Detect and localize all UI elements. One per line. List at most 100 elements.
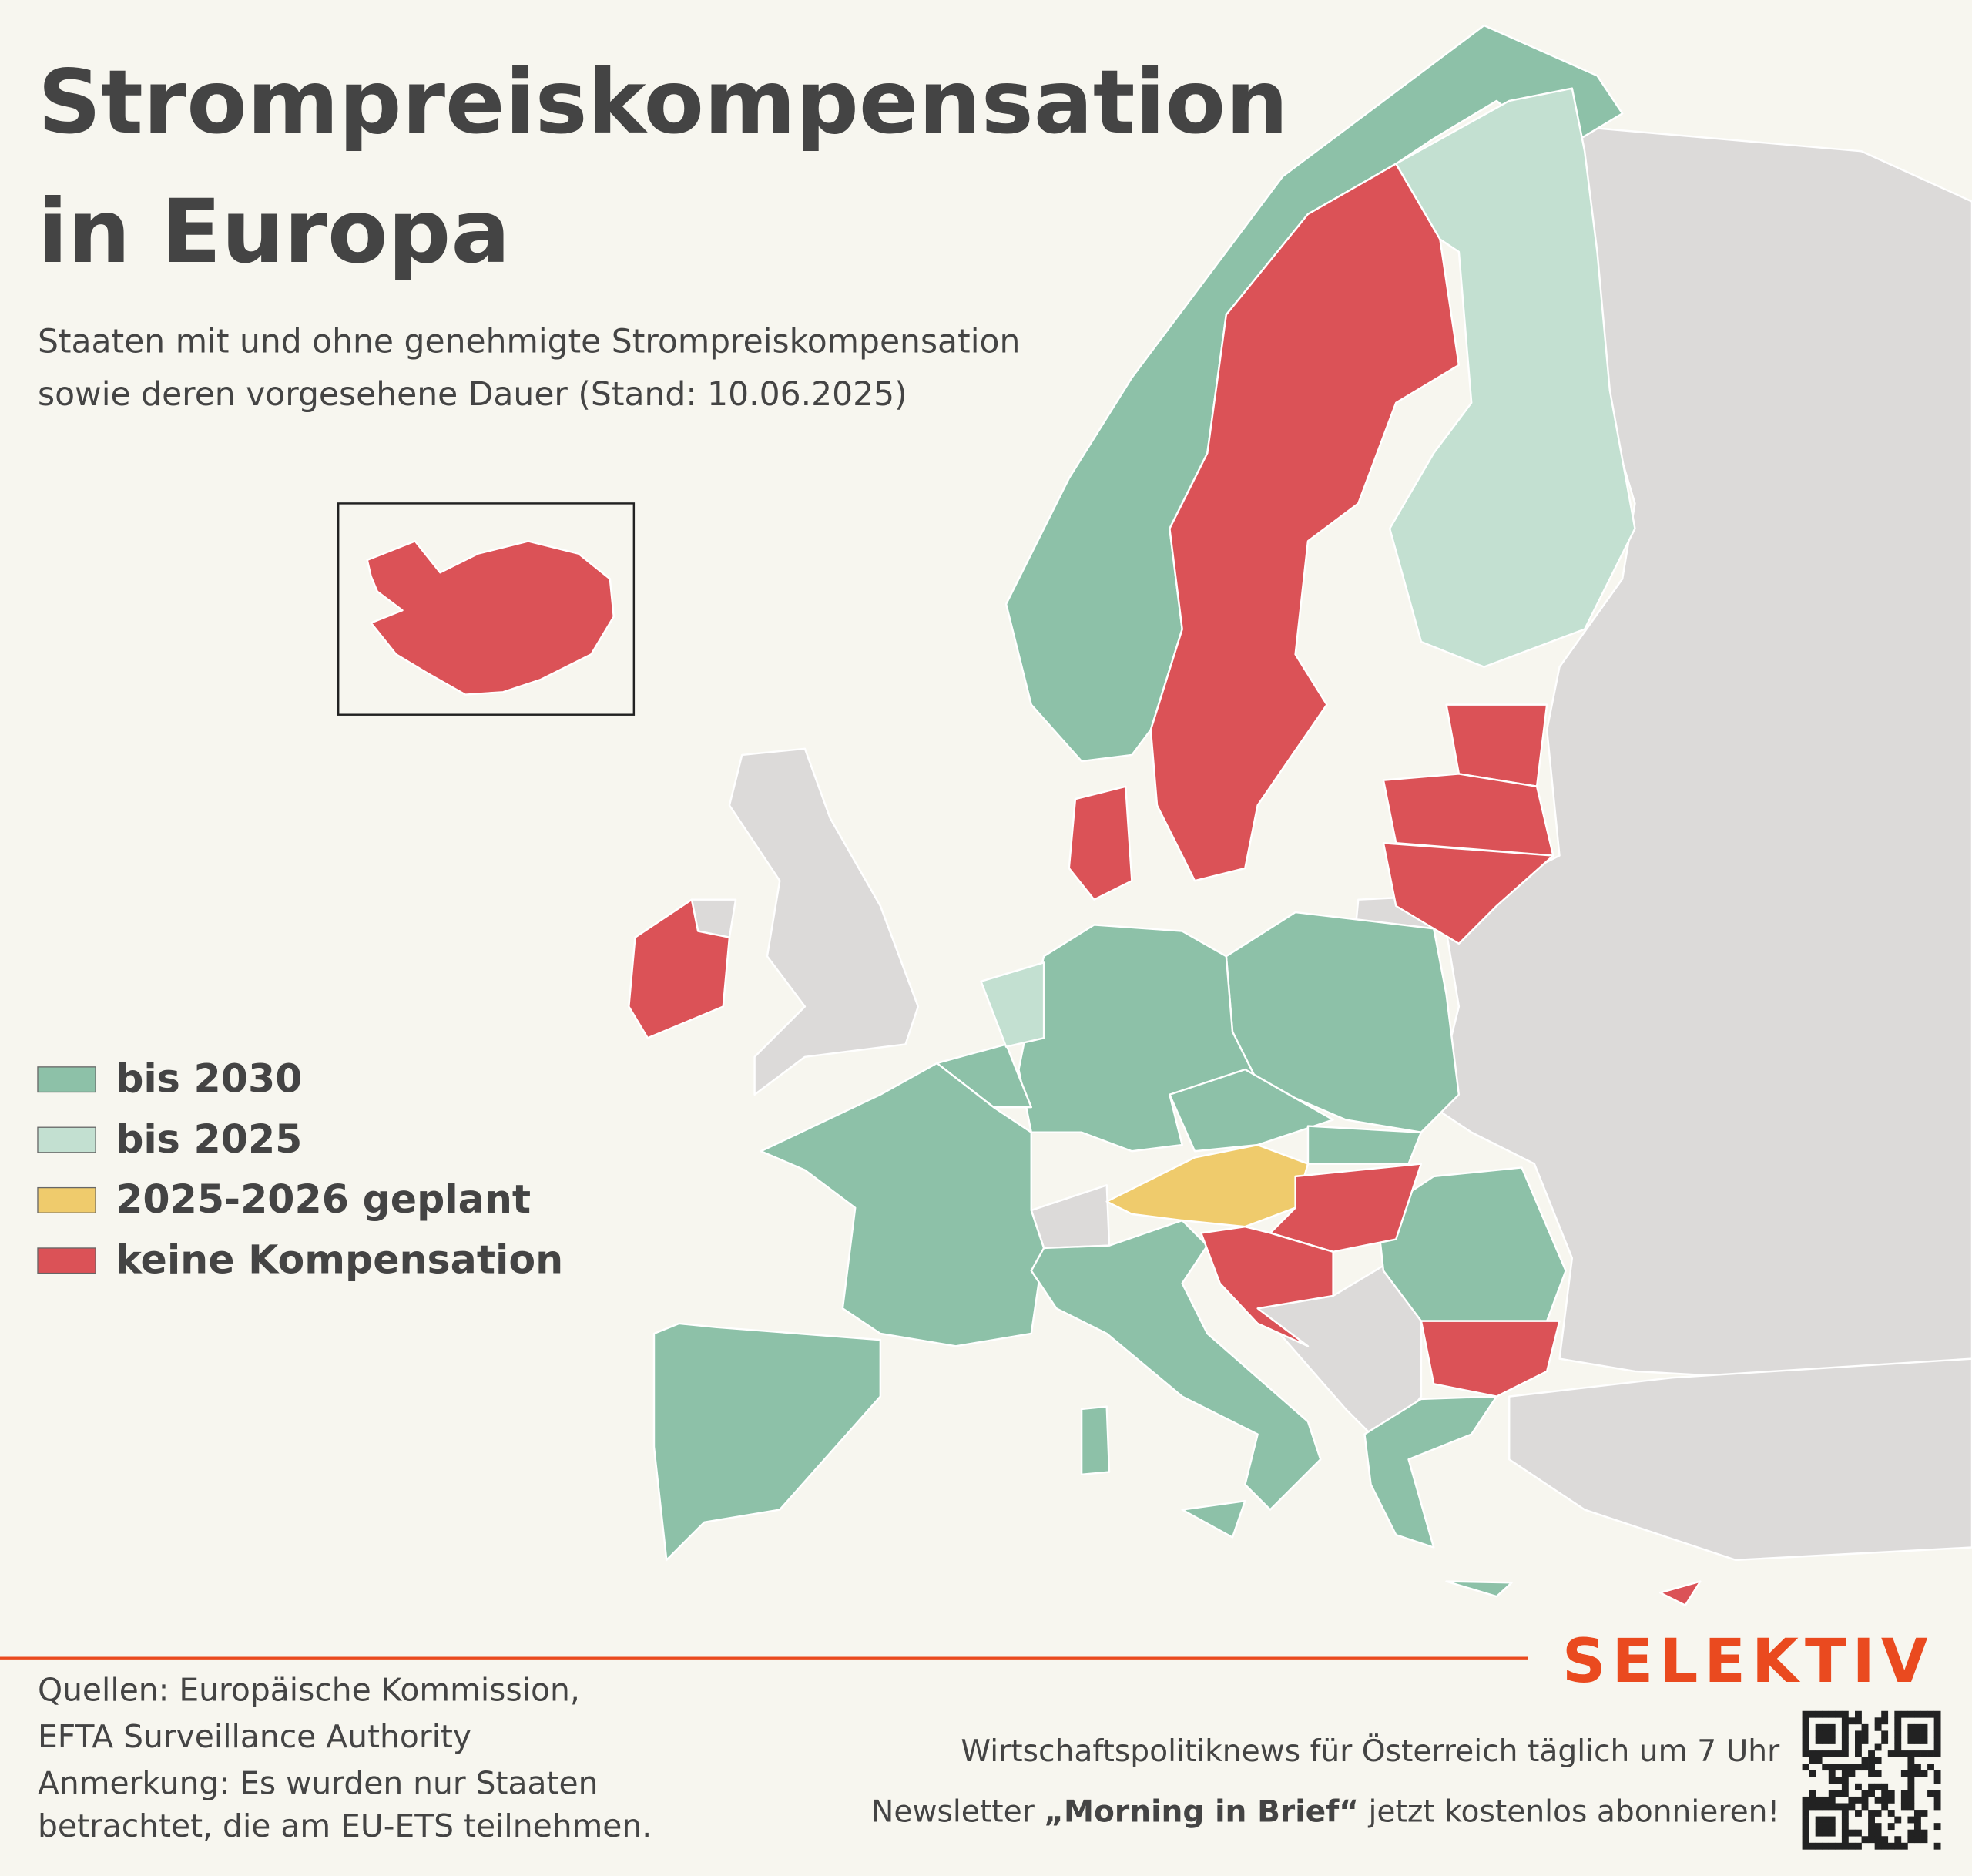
qr-module xyxy=(1855,1750,1862,1757)
qr-module xyxy=(1913,1730,1921,1738)
qr-module xyxy=(1913,1816,1921,1824)
qr-module xyxy=(1900,1796,1908,1804)
qr-module xyxy=(1828,1790,1836,1797)
qr-module xyxy=(1802,1836,1809,1844)
qr-module xyxy=(1815,1796,1823,1804)
qr-module xyxy=(1874,1842,1882,1850)
qr-module xyxy=(1802,1737,1809,1744)
qr-module xyxy=(1861,1764,1869,1771)
qr-module xyxy=(1802,1730,1809,1738)
qr-module xyxy=(1907,1750,1915,1757)
qr-module xyxy=(1848,1829,1856,1837)
promo-text: Newsletter xyxy=(871,1794,1044,1829)
title: in Europa xyxy=(38,180,510,283)
qr-module xyxy=(1835,1790,1843,1797)
country-grey xyxy=(728,747,920,1096)
qr-module xyxy=(1920,1770,1928,1777)
qr-module xyxy=(1913,1723,1921,1731)
qr-module xyxy=(1894,1743,1902,1751)
qr-module xyxy=(1933,1717,1941,1725)
qr-module xyxy=(1900,1710,1908,1718)
qr-module xyxy=(1861,1723,1869,1731)
qr-module xyxy=(1841,1717,1849,1725)
country-iceland xyxy=(366,540,615,696)
qr-module xyxy=(1855,1730,1862,1738)
qr-module xyxy=(1907,1836,1915,1844)
qr-module xyxy=(1822,1737,1829,1744)
qr-module xyxy=(1913,1829,1921,1837)
qr-code[interactable] xyxy=(1802,1710,1941,1850)
qr-module xyxy=(1927,1764,1934,1771)
promo-text: jetzt kostenlos abonnieren! xyxy=(1359,1794,1779,1829)
qr-module xyxy=(1822,1816,1829,1824)
qr-module xyxy=(1874,1829,1882,1837)
qr-module xyxy=(1848,1717,1856,1725)
qr-module xyxy=(1841,1710,1849,1718)
qr-module xyxy=(1881,1796,1889,1804)
footer: SELEKTIV Quellen: Europäische Kommission… xyxy=(0,1626,1941,1850)
legend-label: bis 2025 xyxy=(116,1116,302,1162)
qr-module xyxy=(1887,1842,1895,1850)
qr-module xyxy=(1802,1816,1809,1824)
qr-module xyxy=(1835,1764,1843,1771)
qr-module xyxy=(1887,1750,1895,1757)
legend-label: bis 2030 xyxy=(116,1056,302,1102)
qr-module xyxy=(1868,1810,1875,1817)
country-italy xyxy=(1030,1219,1322,1511)
legend-swatch xyxy=(37,1247,96,1274)
country-france xyxy=(760,1062,1045,1347)
qr-module xyxy=(1841,1810,1849,1817)
qr-module xyxy=(1841,1737,1849,1744)
qr-module xyxy=(1868,1823,1875,1831)
country-cyprus xyxy=(1658,1580,1702,1606)
qr-module xyxy=(1841,1730,1849,1738)
qr-module xyxy=(1933,1842,1941,1850)
qr-module xyxy=(1841,1823,1849,1831)
qr-module xyxy=(1881,1737,1889,1744)
qr-module xyxy=(1822,1710,1829,1718)
qr-module xyxy=(1809,1842,1816,1850)
qr-module xyxy=(1861,1757,1869,1764)
qr-module xyxy=(1815,1816,1823,1824)
qr-module xyxy=(1855,1810,1862,1817)
qr-module xyxy=(1822,1723,1829,1731)
qr-module xyxy=(1828,1730,1836,1738)
qr-module xyxy=(1894,1816,1902,1824)
country-slovakia xyxy=(1306,1125,1423,1165)
qr-module xyxy=(1802,1842,1809,1850)
qr-module xyxy=(1907,1710,1915,1718)
qr-module xyxy=(1861,1730,1869,1738)
qr-module xyxy=(1900,1750,1908,1757)
qr-module xyxy=(1907,1757,1915,1764)
qr-module xyxy=(1907,1764,1915,1771)
qr-module xyxy=(1815,1842,1823,1850)
qr-module xyxy=(1841,1783,1849,1790)
qr-module xyxy=(1802,1750,1809,1757)
qr-module xyxy=(1933,1790,1941,1797)
qr-module xyxy=(1913,1823,1921,1831)
map xyxy=(337,24,1972,1606)
qr-module xyxy=(1920,1810,1928,1817)
qr-module xyxy=(1809,1796,1816,1804)
qr-module xyxy=(1881,1836,1889,1844)
qr-module xyxy=(1887,1823,1895,1831)
inset-frame xyxy=(337,502,636,716)
qr-module xyxy=(1907,1796,1915,1804)
country-sweden xyxy=(1149,163,1461,882)
qr-module xyxy=(1809,1750,1816,1757)
qr-module xyxy=(1907,1730,1915,1738)
source-line: Anmerkung: Es wurden nur Staaten xyxy=(38,1765,598,1802)
qr-module xyxy=(1894,1750,1902,1757)
qr-module xyxy=(1933,1823,1941,1831)
qr-module xyxy=(1913,1810,1921,1817)
qr-module xyxy=(1841,1764,1849,1771)
legend-label: 2025-2026 geplant xyxy=(116,1176,531,1222)
qr-module xyxy=(1907,1737,1915,1744)
promo-bold: „Morning in Brief“ xyxy=(1044,1794,1359,1829)
qr-module xyxy=(1828,1829,1836,1837)
qr-module xyxy=(1835,1710,1843,1718)
qr-module xyxy=(1907,1790,1915,1797)
qr-module xyxy=(1828,1777,1836,1784)
qr-module xyxy=(1815,1750,1823,1757)
